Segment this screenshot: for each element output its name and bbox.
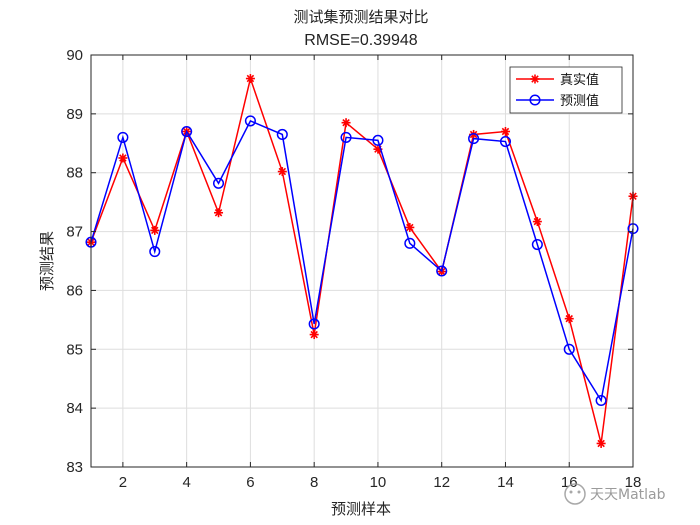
data-point [244, 115, 256, 127]
y-tick-label: 87 [66, 224, 83, 241]
wechat-logo-icon [564, 483, 586, 505]
series-line [90, 75, 634, 444]
asterisk-stroke [151, 226, 159, 235]
data-point [595, 394, 607, 407]
x-tick-label: 18 [625, 474, 642, 491]
legend-item-2: 预测值 [516, 93, 599, 109]
data-point [563, 343, 575, 355]
asterisk-stroke [214, 208, 223, 217]
data-point [404, 237, 416, 249]
data-point [149, 246, 161, 258]
asterisk-stroke [533, 217, 542, 226]
axes-box [90, 54, 634, 468]
legend-box [509, 66, 623, 114]
asterisk-stroke [310, 330, 318, 339]
legend-label: 真实值 [560, 72, 599, 88]
asterisk-stroke [406, 223, 414, 232]
y-tick-label: 83 [66, 459, 83, 476]
asterisk-stroke [342, 118, 350, 127]
x-tick-label: 12 [433, 474, 450, 491]
legend-label: 预测值 [560, 93, 599, 109]
asterisk-stroke [597, 439, 605, 448]
data-point [245, 74, 255, 84]
asterisk-stroke [246, 74, 255, 83]
data-point [532, 217, 542, 227]
data-point [340, 131, 352, 143]
data-point [499, 135, 512, 148]
data-point [277, 167, 287, 177]
wechat-logo-icon-eye [569, 490, 573, 494]
y-tick-label: 90 [66, 47, 83, 64]
x-tick-label: 2 [119, 474, 127, 491]
data-point [596, 438, 606, 448]
legend-item-1: 真实值 [516, 72, 599, 88]
asterisk-stroke [565, 314, 573, 323]
data-point [308, 318, 320, 330]
chart-subtitle: RMSE=0.39948 [304, 32, 418, 49]
watermark: 天天Matlab [564, 483, 666, 505]
legend-marker [529, 94, 541, 106]
data-point [372, 134, 384, 146]
y-tick-label: 88 [66, 165, 83, 182]
series-line [90, 119, 634, 403]
data-point [276, 128, 288, 141]
data-point [468, 133, 480, 145]
chart-title: 测试集预测结果对比 [293, 8, 428, 26]
asterisk-stroke [119, 154, 127, 162]
wechat-logo-icon-eye [577, 490, 581, 494]
y-tick-label: 85 [66, 341, 83, 358]
data-point [214, 208, 224, 218]
x-tick-label: 16 [561, 474, 578, 491]
data-point [531, 238, 543, 251]
asterisk-stroke [531, 75, 539, 83]
y-tick-label: 89 [66, 106, 83, 123]
data-point [564, 314, 574, 324]
ticks: 2 4 6 8 10 12 14 16 18 83 84 85 86 87 88 89 90 [66, 47, 641, 491]
plot-area [91, 55, 633, 467]
x-tick-label: 4 [182, 474, 190, 491]
data-point [500, 127, 510, 137]
series-layer [85, 74, 639, 448]
legend-marker [530, 74, 540, 84]
data-point [181, 125, 193, 138]
data-point [436, 265, 448, 277]
y-tick-label: 86 [66, 282, 83, 299]
data-point [117, 131, 129, 143]
watermark-text: 天天Matlab [590, 487, 666, 503]
asterisk-stroke [501, 127, 510, 136]
y-tick-label: 84 [66, 400, 83, 417]
data-point [118, 153, 128, 163]
y-axis-label: 预测结果 [38, 231, 56, 291]
data-point [150, 225, 160, 235]
asterisk-stroke [278, 167, 287, 176]
x-tick-label: 8 [310, 474, 318, 491]
data-point [341, 118, 351, 128]
x-tick-label: 6 [246, 474, 254, 491]
data-point [405, 222, 415, 232]
x-tick-label: 10 [370, 474, 387, 491]
data-point [212, 177, 225, 189]
x-axis-label: 预测样本 [331, 500, 391, 518]
x-tick-label: 14 [497, 474, 514, 491]
data-point [309, 330, 319, 340]
